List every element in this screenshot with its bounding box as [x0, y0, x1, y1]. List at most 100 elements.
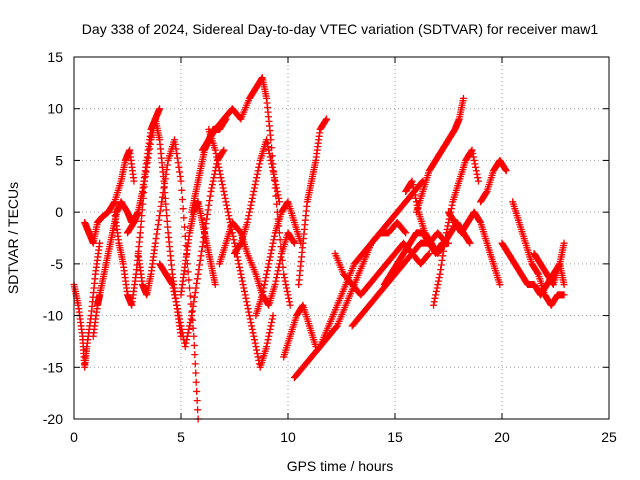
data-point [280, 270, 288, 278]
data-point [290, 238, 298, 246]
data-point [153, 230, 161, 238]
data-point [259, 287, 267, 295]
data-point [195, 266, 203, 274]
data-point [153, 225, 161, 233]
data-point [238, 274, 246, 282]
data-point [270, 232, 278, 240]
x-axis-label: GPS time / hours [287, 458, 394, 474]
data-point [247, 201, 255, 209]
data-point [236, 267, 244, 275]
data-point [281, 277, 289, 285]
y-tick-label: 0 [55, 204, 63, 220]
data-point [410, 184, 418, 192]
data-point [248, 325, 256, 333]
data-point [266, 325, 274, 333]
data-point [246, 315, 254, 323]
data-point [183, 336, 191, 344]
data-point [251, 181, 259, 189]
data-point [203, 210, 211, 218]
data-point [411, 191, 419, 199]
data-point [198, 247, 206, 255]
data-point [474, 174, 482, 182]
data-point [209, 177, 217, 185]
data-point [560, 239, 568, 247]
data-point [431, 294, 439, 302]
data-point [205, 201, 213, 209]
data-point [219, 147, 227, 155]
data-point [192, 378, 200, 386]
data-point [243, 218, 251, 226]
data-point [448, 201, 456, 209]
data-point [160, 184, 168, 192]
data-point [223, 201, 231, 209]
data-point [213, 153, 221, 161]
data-point [170, 287, 178, 295]
data-point [176, 173, 184, 181]
data-point [158, 198, 166, 206]
data-point [186, 292, 194, 300]
data-point [216, 167, 224, 175]
data-point [187, 315, 195, 323]
data-point [214, 160, 222, 168]
y-tick-label: 15 [47, 49, 63, 65]
data-point [275, 263, 283, 271]
x-tick-label: 20 [494, 429, 510, 445]
data-point [212, 150, 220, 158]
data-point [162, 170, 170, 178]
data-point [208, 181, 216, 189]
x-tick-label: 10 [280, 429, 296, 445]
data-point [272, 277, 280, 285]
data-point [265, 256, 273, 264]
data-point [436, 270, 444, 278]
data-point [191, 360, 199, 368]
y-tick-label: -15 [43, 359, 63, 375]
data-point [534, 269, 542, 277]
data-point [244, 305, 252, 313]
data-point [271, 281, 279, 289]
data-point [433, 284, 441, 292]
data-point [267, 322, 275, 330]
data-point [130, 177, 138, 185]
data-point [274, 267, 282, 275]
data-point [177, 322, 185, 330]
data-point [440, 243, 448, 251]
data-point [221, 191, 229, 199]
data-point [207, 187, 215, 195]
data-point [186, 284, 194, 292]
data-point [260, 281, 268, 289]
data-point [560, 281, 568, 289]
series-arc-13 [231, 136, 283, 258]
data-point [176, 168, 184, 176]
series-arc-7 [156, 146, 228, 351]
data-point [245, 208, 253, 216]
data-point [245, 308, 253, 316]
data-point [424, 251, 432, 259]
data-point [247, 318, 255, 326]
data-point [190, 298, 198, 306]
data-point [471, 160, 479, 168]
data-point [445, 218, 452, 226]
data-point [249, 329, 257, 337]
data-point [443, 225, 451, 233]
data-point [252, 343, 260, 351]
data-point [250, 184, 258, 192]
data-point [250, 332, 258, 340]
series-arc-19 [331, 239, 433, 299]
data-point [173, 301, 181, 309]
data-point [174, 159, 182, 167]
data-point [246, 205, 254, 213]
data-point [468, 146, 476, 154]
data-point [442, 233, 450, 241]
data-point [255, 160, 263, 168]
data-point [152, 235, 160, 243]
data-point [470, 156, 478, 164]
data-point [189, 302, 197, 310]
series-arc-25 [445, 208, 504, 289]
data-point [184, 329, 192, 337]
data-point [181, 223, 189, 231]
data-point [96, 239, 104, 247]
data-point [237, 270, 245, 278]
data-point [185, 276, 193, 284]
data-point [253, 349, 261, 357]
data-point [222, 198, 230, 206]
